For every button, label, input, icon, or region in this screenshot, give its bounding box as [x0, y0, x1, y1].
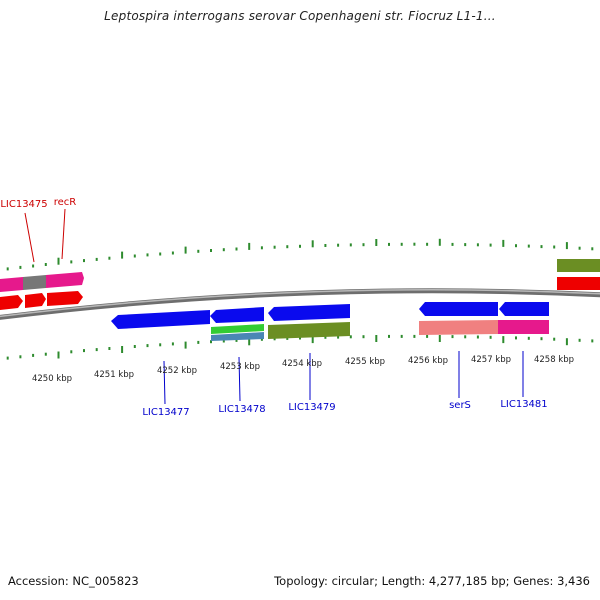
gene-gray[interactable] [23, 275, 46, 290]
gene-right-olive[interactable] [557, 259, 600, 272]
gene-LIC13479[interactable] [268, 322, 350, 339]
gene-serS-blue[interactable] [419, 302, 498, 316]
gene-blue-3[interactable] [268, 304, 350, 321]
gene-label-LIC13481: LIC13481 [500, 399, 547, 410]
gene-red-1[interactable] [0, 295, 23, 310]
scale-label: 4252 kbp [157, 366, 197, 376]
lower-tick-row [6, 334, 594, 360]
genome-backbone-highlight [0, 289, 600, 318]
gene-LIC13477[interactable] [111, 310, 210, 329]
leader-lines [24, 208, 524, 405]
gene-right-red[interactable] [557, 277, 600, 290]
gene-LIC13478-green[interactable] [211, 324, 264, 334]
scale-label: 4250 kbp [32, 374, 72, 384]
gene-label-LIC13478: LIC13478 [218, 404, 265, 415]
gene-magenta-left[interactable] [0, 277, 23, 292]
gene-LIC13481[interactable] [498, 320, 549, 334]
gene-red-3[interactable] [47, 291, 83, 306]
map-title: Leptospira interrogans serovar Copenhage… [104, 9, 496, 23]
scale-label: 4251 kbp [94, 370, 134, 380]
gene-label-LIC13475: LIC13475 [0, 199, 47, 210]
gene-recR[interactable] [46, 272, 84, 288]
gene-blue-5[interactable] [499, 302, 549, 316]
gene-label-recR: recR [54, 197, 77, 208]
gene-blue-2[interactable] [210, 307, 264, 323]
scale-labels: 4250 kbp 4251 kbp 4252 kbp 4253 kbp 4254… [32, 355, 574, 384]
gene-red-2[interactable] [25, 293, 46, 308]
gene-label-LIC13479: LIC13479 [288, 402, 335, 413]
genome-summary: Topology: circular; Length: 4,277,185 bp… [274, 574, 590, 588]
gene-LIC13478-steel[interactable] [211, 332, 264, 341]
scale-label: 4258 kbp [534, 355, 574, 365]
scale-label: 4257 kbp [471, 355, 511, 365]
upper-tick-row [6, 238, 594, 271]
scale-label: 4256 kbp [408, 356, 448, 366]
gene-labels: LIC13475 recR LIC13477 LIC13478 LIC13479… [0, 197, 547, 418]
gene-serS[interactable] [419, 320, 498, 335]
scale-label: 4253 kbp [220, 362, 260, 372]
scale-label: 4255 kbp [345, 357, 385, 367]
gene-label-LIC13477: LIC13477 [142, 407, 189, 418]
gene-label-serS: serS [449, 400, 471, 411]
genome-backbone [0, 288, 600, 320]
scale-label: 4254 kbp [282, 359, 322, 369]
accession-label: Accession: NC_005823 [8, 574, 139, 588]
